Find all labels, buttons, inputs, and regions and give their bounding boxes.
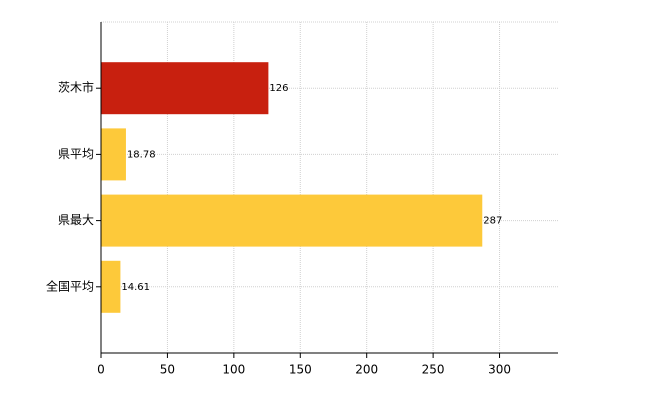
bar — [101, 62, 269, 115]
value-label: 287 — [483, 216, 502, 227]
x-tick-label: 50 — [160, 363, 175, 377]
x-tick-label: 150 — [289, 363, 312, 377]
bar — [101, 194, 483, 247]
y-tick-label: 県平均 — [58, 147, 94, 161]
x-tick-label: 250 — [422, 363, 445, 377]
bar — [101, 260, 121, 313]
value-label: 126 — [269, 83, 288, 94]
y-tick-label: 茨木市 — [58, 80, 94, 95]
y-tick-label: 県最大 — [58, 213, 94, 227]
value-label: 18.78 — [127, 149, 156, 160]
x-tick-label: 0 — [97, 363, 105, 377]
x-tick-label: 100 — [222, 363, 245, 377]
bar — [101, 128, 126, 181]
x-tick-label: 300 — [488, 363, 511, 377]
x-tick-label: 200 — [355, 363, 378, 377]
value-label: 14.61 — [121, 282, 150, 293]
y-tick-label: 全国平均 — [46, 278, 94, 293]
